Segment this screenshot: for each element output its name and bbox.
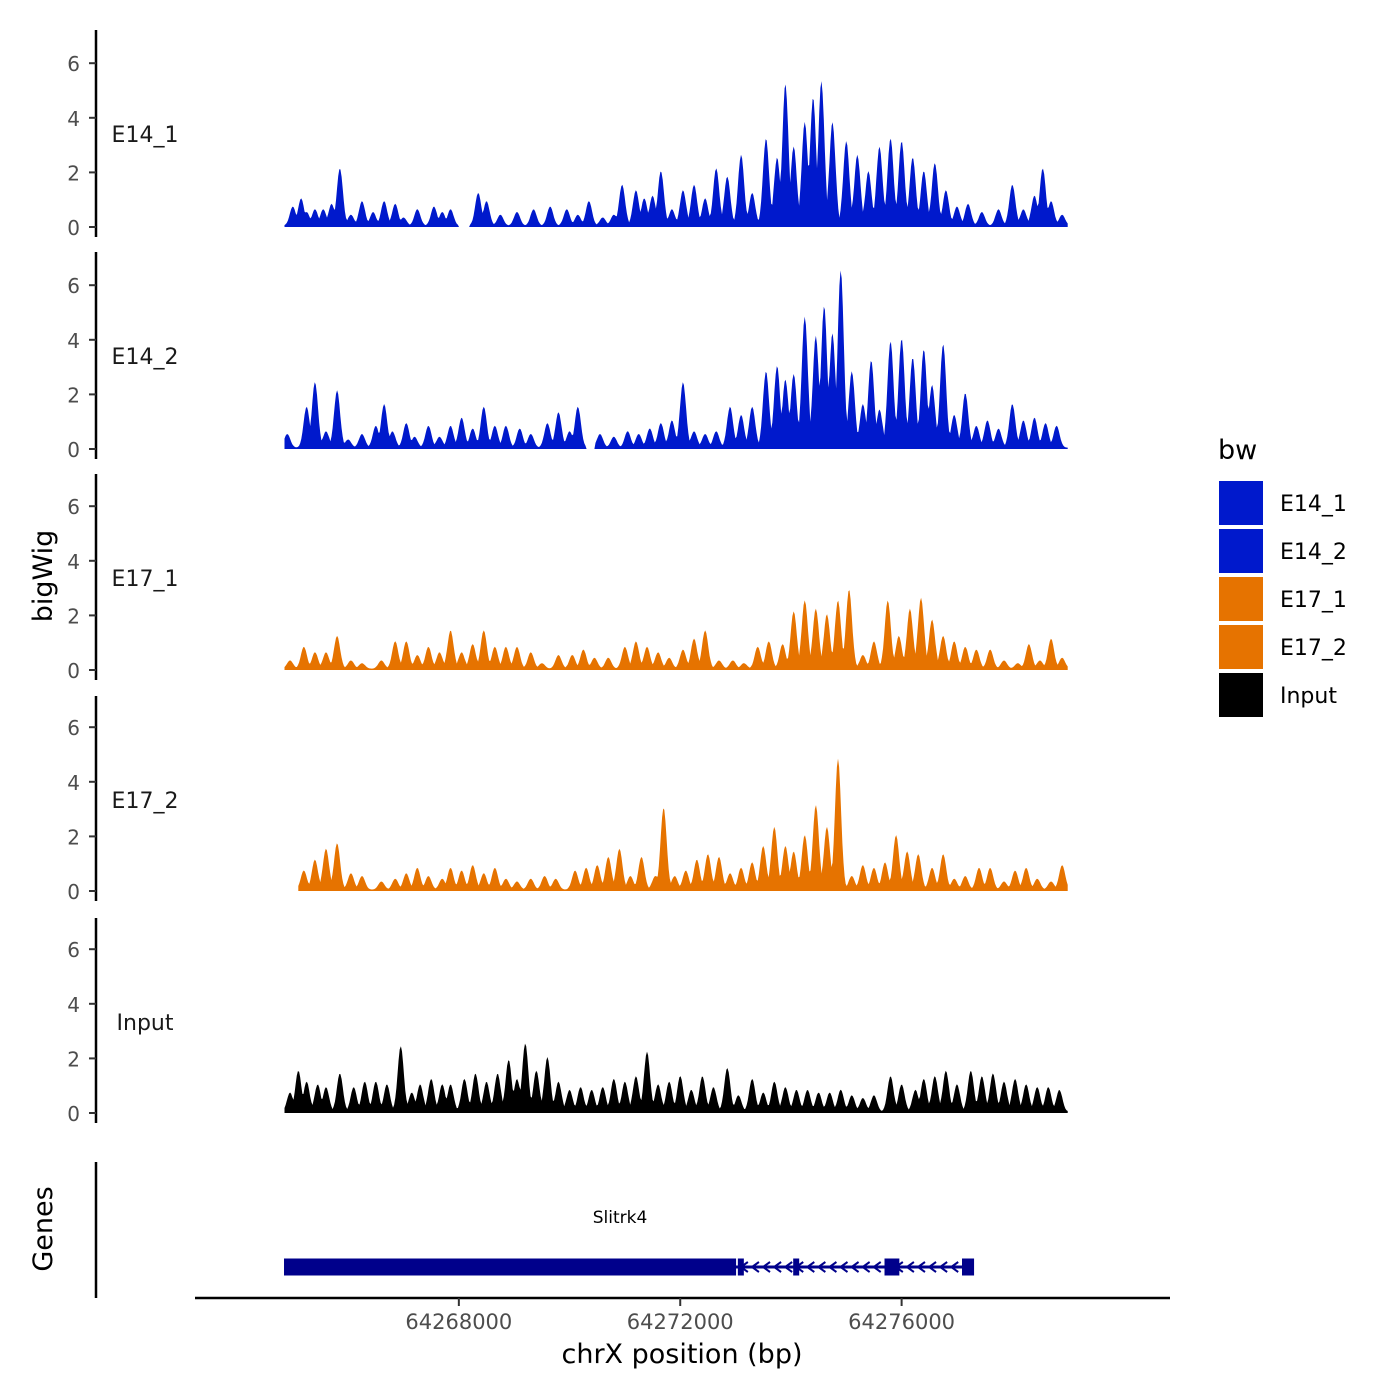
strand-arrow-icon xyxy=(938,1261,948,1273)
gene-exon xyxy=(284,1258,737,1276)
x-tick-label: 64276000 xyxy=(848,1310,955,1334)
y-tick-label: 2 xyxy=(67,604,80,628)
legend-item-E14_2: E14_2 xyxy=(1217,527,1347,575)
strand-arrow-icon xyxy=(916,1261,926,1273)
strand-arrow-icon xyxy=(739,1261,749,1273)
track-Input: 0 2 4 6 Input xyxy=(67,918,1068,1126)
x-tick-label: 64268000 xyxy=(405,1310,512,1334)
legend-label: Input xyxy=(1280,684,1337,709)
legend-item-E14_1: E14_1 xyxy=(1217,479,1347,527)
y-tick-label: 6 xyxy=(67,274,80,298)
strand-arrow-icon xyxy=(883,1261,893,1273)
strand-arrow-icon xyxy=(894,1261,904,1273)
legend-label: E14_2 xyxy=(1280,540,1347,565)
gene-exon xyxy=(961,1258,975,1276)
y-tick-label: 4 xyxy=(67,329,80,353)
legend-swatch xyxy=(1217,623,1265,671)
y-tick-label: 6 xyxy=(67,938,80,962)
strand-arrow-icon xyxy=(827,1261,838,1273)
y-axis-title: bigWig xyxy=(28,530,59,623)
y-tick-label: 6 xyxy=(67,495,80,519)
y-tick-label: 2 xyxy=(67,383,80,407)
x-axis-title: chrX position (bp) xyxy=(561,1339,802,1370)
legend-item-E17_1: E17_1 xyxy=(1217,575,1347,623)
gene-name-label: Slitrk4 xyxy=(593,1208,648,1228)
y-tick-label: 2 xyxy=(67,161,80,185)
y-tick-label: 2 xyxy=(67,1047,80,1071)
legend-swatch xyxy=(1217,575,1265,623)
x-axis-ticks: 64268000 64272000 64276000 xyxy=(405,1298,955,1334)
genes-panel: Slitrk4 xyxy=(94,1162,975,1298)
y-tick-label: 4 xyxy=(67,771,80,795)
legend-item-Input: Input xyxy=(1217,671,1337,719)
track-E17_2: 0 2 4 6 E17_2 xyxy=(67,696,1068,904)
y-tick-label: 4 xyxy=(67,107,80,131)
legend-swatch xyxy=(1217,527,1265,575)
legend-items: E14_1 E14_2 E17_1 E17_2 Input xyxy=(1217,479,1347,719)
gene-model xyxy=(284,1258,975,1276)
track-E14_1: 0 2 4 6 E14_1 xyxy=(67,30,1068,240)
strand-arrow-icon xyxy=(772,1261,782,1273)
strand-arrow-icon xyxy=(794,1261,804,1273)
legend-label: E14_1 xyxy=(1280,492,1347,517)
track-label: E14_1 xyxy=(112,123,179,148)
strand-arrow-icon xyxy=(805,1261,815,1273)
strand-arrow-icon xyxy=(927,1261,937,1273)
y-tick-label: 0 xyxy=(67,880,80,904)
y-tick-label: 4 xyxy=(67,993,80,1017)
strand-arrow-icon xyxy=(860,1261,871,1273)
y-tick-label: 0 xyxy=(67,1102,80,1126)
strand-arrow-icon xyxy=(838,1261,849,1273)
strand-arrow-icon xyxy=(816,1261,826,1273)
strand-arrow-icon xyxy=(905,1261,915,1273)
strand-arrow-icon xyxy=(871,1261,882,1273)
signal-area-E17_1 xyxy=(284,590,1068,670)
x-axis: 64268000 64272000 64276000 chrX position (… xyxy=(195,1296,1170,1370)
y-tick-label: 2 xyxy=(67,825,80,849)
strand-arrow-icon xyxy=(750,1261,760,1273)
strand-arrow-icon xyxy=(783,1261,793,1273)
y-tick-label: 0 xyxy=(67,659,80,683)
strand-arrow-icon xyxy=(949,1261,959,1273)
track-panels: 0 2 4 6 E14_1 0 2 4 6 E14_2 0 2 4 6 E17_1 0 2 4 6 E17_2 0 2 4 6… xyxy=(67,30,1068,1126)
legend: bw E14_1 E14_2 E17_1 E17_2 Input xyxy=(1217,435,1347,719)
signal-area-E14_1 xyxy=(284,81,1068,227)
y-tick-label: 0 xyxy=(67,216,80,240)
signal-area-E14_2 xyxy=(284,270,1068,449)
track-label: E17_2 xyxy=(112,789,179,814)
track-label: E14_2 xyxy=(112,345,179,370)
y-tick-label: 0 xyxy=(67,438,80,462)
y-tick-label: 4 xyxy=(67,550,80,574)
legend-item-E17_2: E17_2 xyxy=(1217,623,1347,671)
legend-swatch xyxy=(1217,671,1265,719)
legend-label: E17_2 xyxy=(1280,636,1347,661)
track-label: Input xyxy=(117,1011,174,1036)
legend-title: bw xyxy=(1218,435,1257,466)
track-E14_2: 0 2 4 6 E14_2 xyxy=(67,252,1068,462)
signal-area-E17_2 xyxy=(298,758,1068,891)
track-label: E17_1 xyxy=(112,567,179,592)
y-tick-label: 6 xyxy=(67,52,80,76)
signal-area-Input xyxy=(284,1043,1068,1113)
genes-axis-title: Genes xyxy=(28,1186,59,1271)
legend-label: E17_1 xyxy=(1280,588,1347,613)
strand-arrow-icon xyxy=(761,1261,771,1273)
legend-swatch xyxy=(1217,479,1265,527)
track-E17_1: 0 2 4 6 E17_1 xyxy=(67,474,1068,683)
strand-arrow-icon xyxy=(849,1261,860,1273)
x-tick-label: 64272000 xyxy=(627,1310,734,1334)
y-tick-label: 6 xyxy=(67,716,80,740)
